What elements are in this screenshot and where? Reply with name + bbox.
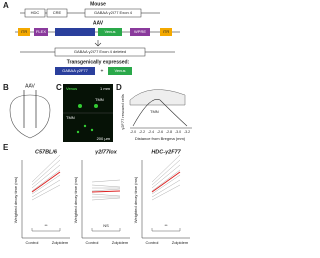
pair-line (151, 164, 181, 189)
pair-line (31, 169, 61, 192)
x-tick-label: -2.6 (157, 130, 163, 134)
x-tick-label: -3.2 (184, 130, 190, 134)
panel-label: A (3, 1, 9, 10)
expressed: Transgenically expressed: (67, 59, 130, 65)
signal (83, 124, 87, 128)
bracket (91, 228, 121, 232)
itr: ITR (21, 29, 28, 34)
signal (90, 128, 94, 132)
box (108, 67, 132, 75)
pair-line (91, 179, 121, 183)
box (34, 28, 48, 36)
brain-section (9, 94, 51, 139)
panel-label: D (116, 83, 122, 92)
y-label: γ2F77 rescued cells (120, 94, 125, 130)
x-tick-label: -2.2 (139, 130, 145, 134)
y-label: Weighted decay time (ms) (133, 176, 138, 223)
itr: ITR (163, 29, 170, 34)
x-tick-label: Control (146, 240, 159, 245)
mean-line (151, 171, 181, 193)
hdc: HDC (31, 10, 40, 15)
mouse-label: Mouse (90, 1, 106, 7)
pair-line (151, 174, 181, 195)
significance: ** (164, 223, 168, 228)
pair-line (151, 169, 181, 192)
significance: ** (44, 223, 48, 228)
pair-line (31, 174, 61, 195)
box (18, 28, 30, 36)
box (84, 8, 142, 18)
curve (132, 99, 188, 127)
pair-line (151, 184, 181, 201)
x-label: Distance from Bregma (mm) (135, 136, 186, 141)
venus: Venus (66, 86, 77, 91)
pair-line (91, 193, 121, 197)
box (46, 8, 68, 18)
flex: FLEX (36, 29, 46, 34)
chart-title: HDC-γ2F77 (151, 149, 181, 155)
x-tick-label: Control (26, 240, 39, 245)
tmn: TMN (95, 97, 104, 102)
pair-line (31, 184, 61, 201)
x-tick-label: -2.8 (166, 130, 172, 134)
deleted: GABAA γ2I77 Exon 4 deleted (74, 49, 126, 54)
box (55, 67, 95, 75)
significance: NS (103, 223, 109, 228)
tmn: TMN (150, 109, 159, 114)
x-tick-label: Zolpidem (52, 240, 69, 245)
y-label: Weighted decay time (ms) (13, 176, 18, 223)
bracket (151, 228, 181, 232)
mean-line (91, 190, 121, 193)
brain-outline (129, 89, 186, 106)
venus: Venus (114, 68, 125, 73)
pair-line (91, 188, 121, 192)
signal (94, 104, 98, 108)
arrow (94, 40, 102, 47)
scale: 200 μm (97, 136, 111, 141)
panel-label: E (3, 143, 9, 152)
x-tick-label: -2.0 (130, 130, 136, 134)
box (55, 28, 95, 36)
mean-line (31, 171, 61, 193)
x-tick-label: Control (86, 240, 99, 245)
box (160, 28, 172, 36)
aav-label: AAV (93, 20, 104, 26)
pair-line (91, 184, 121, 188)
gabaa: GABAA γ2F77 (62, 68, 89, 73)
figure: A Mouse HDC CRE GABAA γ2I77 Exon 4 AAV I… (3, 1, 192, 245)
panel-label: B (3, 83, 9, 92)
y-label: Weighted decay time (ms) (73, 176, 78, 223)
bracket (31, 228, 61, 232)
box (98, 28, 122, 36)
x-tick-label: Zolpidem (112, 240, 129, 245)
pair-line (151, 159, 181, 186)
pair-line (31, 159, 61, 186)
tmn: TMN (66, 115, 75, 120)
panel-label: C (56, 83, 62, 92)
pair-line (151, 154, 181, 183)
box (130, 28, 150, 36)
pair-line (31, 154, 61, 183)
signal (76, 130, 80, 134)
signal (78, 104, 82, 108)
chart-title: γ2I77lox (95, 149, 118, 155)
x-tick-label: -3.0 (175, 130, 181, 134)
chart-title: C57BL/6 (35, 149, 58, 155)
x-tick-label: -2.4 (148, 130, 154, 134)
pair-line (91, 197, 121, 201)
cre: CRE (53, 10, 62, 15)
venus: Venus (104, 29, 115, 34)
box (24, 8, 46, 18)
gene: GABAA γ2I77 Exon 4 (94, 10, 133, 15)
pair-line (31, 164, 61, 189)
pair-line (31, 179, 61, 198)
plus: + (101, 68, 104, 74)
scale: 1 mm (100, 86, 111, 91)
pair-line (151, 179, 181, 198)
aav: AAV (25, 83, 35, 89)
x-tick-label: Zolpidem (172, 240, 189, 245)
wpre: WPRE (134, 29, 146, 34)
box (54, 47, 146, 57)
